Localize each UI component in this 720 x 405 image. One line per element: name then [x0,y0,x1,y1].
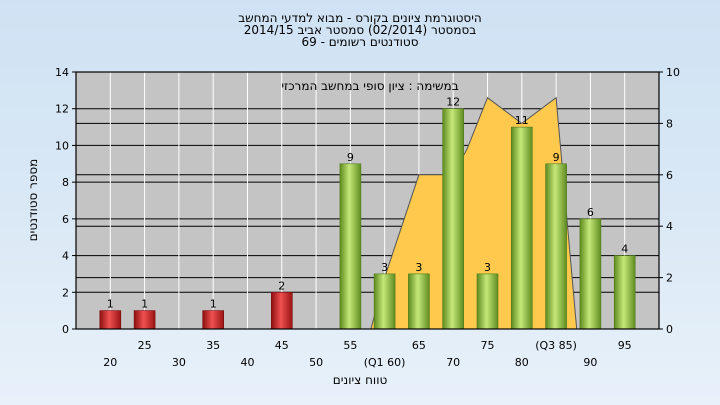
x-tick-label: 55 [343,339,357,352]
bar [408,273,430,330]
bar [339,163,362,330]
x-axis-label: טווח ציונים [333,373,388,387]
bar [510,126,533,330]
bar-data-label: 1 [210,298,217,311]
x-tick-label: 20 [103,356,117,369]
bar-data-label: 3 [415,261,422,274]
bar-data-label: 1 [107,298,114,311]
bar [373,273,396,330]
y2-tick-label: 0 [666,323,673,336]
x-tick-label: 30 [172,356,186,369]
x-tick-label: 80 [515,356,529,369]
bar-data-label: 6 [587,206,594,219]
bar-data-label: 4 [621,243,628,256]
y2-tick-label: 2 [666,272,673,285]
plot-border [75,71,660,330]
x-tick-label: 65 [412,339,426,352]
y-tick-label: 8 [62,176,69,189]
x-tick-label: 75 [481,339,495,352]
bar-data-label: 3 [381,261,388,274]
y-tick-label: 2 [62,286,69,299]
bar [202,310,224,330]
bar-data-label: 9 [347,151,354,164]
title-line-3: 69 - סטודנטים רשומים [301,35,418,49]
bar [133,310,156,330]
y-tick-label: 6 [62,213,69,226]
bar [442,108,465,330]
x-tick-label: (Q1 60) [364,356,406,369]
y-tick-label: 12 [55,103,69,116]
title-line-1: היסטוגרמת ציונים בקורס - מבוא למדעי המחש… [238,11,482,25]
x-axis-ticks: 20 25 30 35 40 45 50 55 (Q1 60) 65 70 75 80 (Q3 85) 90… [103,339,631,369]
bar [613,255,636,330]
y2-tick-label: 10 [666,66,680,79]
bar [476,273,499,330]
y2-tick-label: 4 [666,220,673,233]
x-tick-label: 70 [446,356,460,369]
chart-subtitle: במשימה : ציון סופי במחשב המרכזי [281,79,458,93]
x-tick-label: 90 [583,356,597,369]
bar-data-label: 12 [446,96,460,109]
bar [99,310,122,330]
y-axis-label: מספר סטודנטים [26,159,40,242]
x-tick-label: 35 [206,339,220,352]
y-tick-label: 0 [62,323,69,336]
y2-axis-ticks: 0 2 4 6 8 10 [659,66,680,336]
bar-data-label: 9 [553,151,560,164]
y2-tick-label: 8 [666,117,673,130]
x-tick-label: 50 [309,356,323,369]
axes-frame [75,71,660,330]
y-tick-label: 4 [62,250,69,263]
bar [579,218,602,330]
bar-data-label: 3 [484,261,491,274]
y2-tick-label: 6 [666,169,673,182]
bar [545,163,567,330]
bar-data-label: 11 [515,114,529,127]
x-tick-label: 25 [138,339,152,352]
y-axis-ticks: 0 2 4 6 8 10 12 14 [55,66,76,336]
y-tick-label: 10 [55,139,69,152]
x-tick-label: 45 [275,339,289,352]
x-tick-label: 95 [618,339,632,352]
y-tick-label: 14 [55,66,69,79]
x-tick-label: (Q3 85) [535,339,577,352]
x-tick-label: 40 [241,356,255,369]
bar-data-label: 2 [278,279,285,292]
title-line-2: בסמסטר (02/2014) סמסטר אביב 2014/15 [244,23,476,37]
bar [270,291,293,330]
bar-data-label: 1 [141,298,148,311]
